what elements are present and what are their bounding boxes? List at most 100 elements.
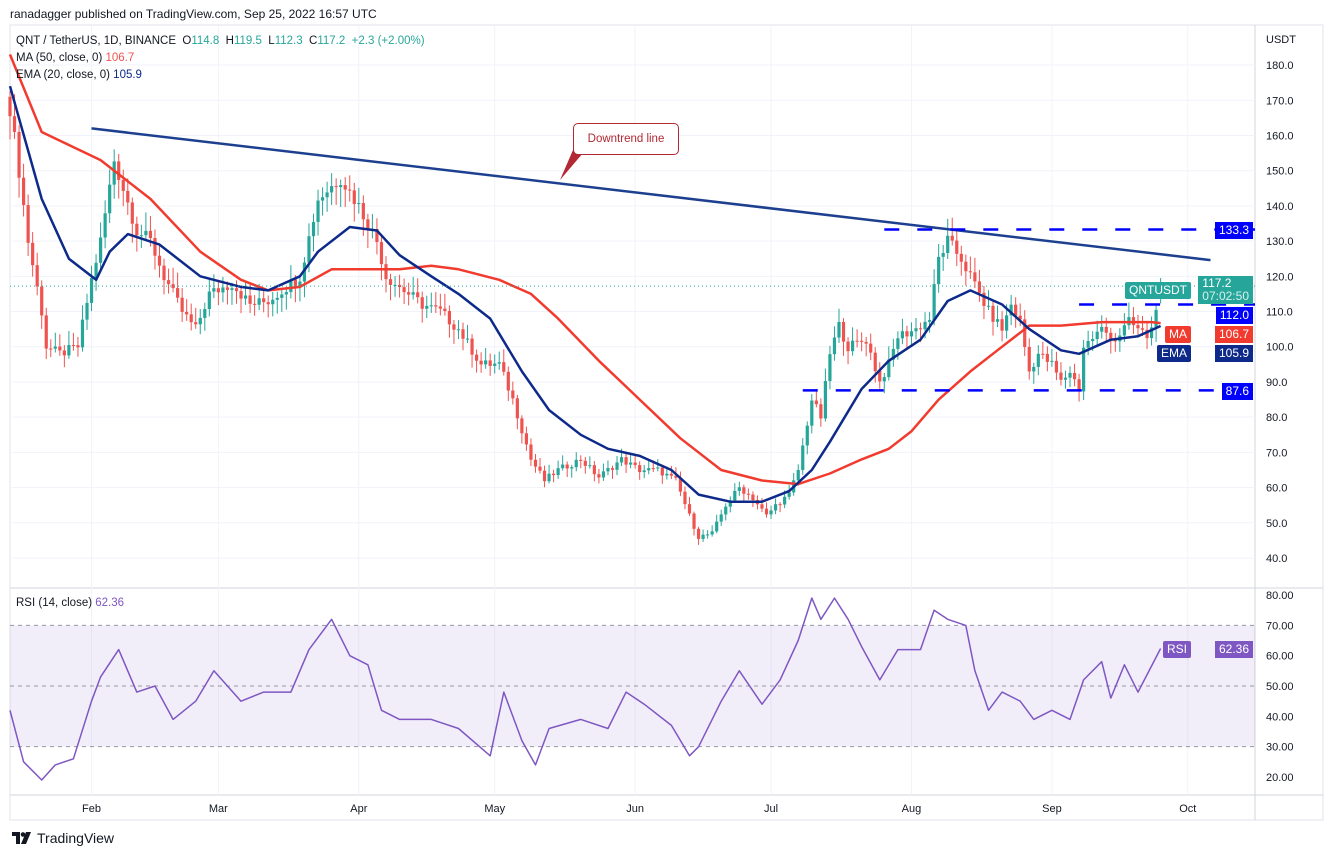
candle-body xyxy=(588,465,592,467)
downtrend-line xyxy=(91,127,1211,262)
candle-body xyxy=(1154,309,1158,328)
candle-body xyxy=(742,487,746,494)
candle-body xyxy=(62,350,66,356)
candle-body xyxy=(447,311,452,325)
rsi-legend-value: 62.36 xyxy=(95,597,125,609)
candle-body xyxy=(733,490,737,501)
candle-body xyxy=(923,321,927,330)
candle-body xyxy=(416,292,420,298)
downtrend-annotation[interactable]: Downtrend line xyxy=(573,123,679,155)
bar-countdown: 07:02:50 xyxy=(1202,289,1249,303)
candle-body xyxy=(719,514,723,522)
candle-body xyxy=(950,235,954,241)
candle-body xyxy=(583,460,587,466)
candle-body xyxy=(375,229,379,243)
candle-body xyxy=(1000,319,1004,331)
candle-body xyxy=(1018,315,1022,320)
candle-body xyxy=(850,340,855,352)
candle-body xyxy=(198,317,202,325)
ma-legend[interactable]: MA (50, close, 0) 106.7 xyxy=(16,52,134,64)
candle-body xyxy=(687,504,692,514)
candle-body xyxy=(869,343,873,353)
candle-body xyxy=(773,504,778,511)
tradingview-logo[interactable]: TradingView xyxy=(12,830,114,846)
candle-body xyxy=(40,286,44,316)
candle-body xyxy=(651,468,655,470)
candle-body xyxy=(570,467,574,469)
candle-body xyxy=(678,477,683,492)
rsi-tick-label: 80.00 xyxy=(1266,590,1294,602)
candle-body xyxy=(810,400,814,426)
open-value: 114.8 xyxy=(191,35,220,47)
change-value: +2.3 (+2.00%) xyxy=(351,35,425,47)
candle-body xyxy=(1041,353,1045,355)
rsi-legend[interactable]: RSI (14, close) 62.36 xyxy=(16,597,124,609)
candle-body xyxy=(474,354,479,361)
candle-body xyxy=(470,338,474,355)
candle-body xyxy=(873,352,877,372)
candle-body xyxy=(185,311,189,315)
ma-price-tag: 106.7 xyxy=(1214,326,1253,343)
candle-body xyxy=(542,470,547,482)
candle-body xyxy=(506,371,510,391)
candle-body xyxy=(397,284,402,288)
candle-body xyxy=(855,340,859,342)
candle-body xyxy=(17,131,21,178)
candle-body xyxy=(166,280,171,285)
candle-body xyxy=(887,359,891,378)
candle-body xyxy=(642,470,646,473)
close-label: C xyxy=(309,35,318,47)
candle-body xyxy=(243,295,248,299)
candle-body xyxy=(357,203,361,205)
candle-body xyxy=(977,281,982,293)
candle-body xyxy=(493,363,497,366)
ema20-line xyxy=(8,85,1162,503)
candle-body xyxy=(411,292,415,295)
candle-body xyxy=(683,491,687,505)
candle-body xyxy=(1140,328,1145,330)
candle-body xyxy=(253,303,257,305)
close-value: 117.2 xyxy=(317,35,346,47)
candle-body xyxy=(334,186,338,188)
candle-body xyxy=(841,321,846,342)
ma50-line xyxy=(8,54,1161,486)
time-tick-label: Aug xyxy=(902,803,922,815)
rsi-tick-label: 60.00 xyxy=(1266,651,1294,663)
candle-body xyxy=(914,328,918,332)
candle-body xyxy=(320,197,325,201)
candle-body xyxy=(452,324,456,330)
candle-body xyxy=(1032,366,1036,372)
candle-body xyxy=(348,189,352,191)
rsi-tick-label: 30.00 xyxy=(1266,742,1294,754)
price-tick-label: 40.0 xyxy=(1266,553,1287,565)
candle-body xyxy=(660,467,664,476)
candle-body xyxy=(1086,340,1090,348)
candle-body xyxy=(484,360,488,365)
candle-body xyxy=(443,308,447,312)
candle-body xyxy=(343,185,347,190)
candle-body xyxy=(986,305,991,307)
candle-body xyxy=(1095,331,1099,340)
candle-body xyxy=(638,465,642,473)
currency-label: USDT xyxy=(1266,34,1296,46)
candle-body xyxy=(130,202,134,224)
candle-body xyxy=(565,464,569,469)
candle-body xyxy=(99,237,103,263)
candle-body xyxy=(26,205,30,243)
ema-legend[interactable]: EMA (20, close, 0) 105.9 xyxy=(16,69,142,81)
price-tick-label: 120.0 xyxy=(1266,271,1294,283)
candle-body xyxy=(207,291,211,310)
price-tick-label: 110.0 xyxy=(1266,307,1293,319)
candle-body xyxy=(8,96,12,117)
price-tick-label: 170.0 xyxy=(1266,95,1294,107)
candle-body xyxy=(497,362,501,364)
candle-body xyxy=(103,213,107,238)
candle-body xyxy=(189,314,193,323)
candle-body xyxy=(669,473,673,476)
candle-body xyxy=(275,297,279,300)
candle-body xyxy=(1100,326,1104,332)
price-tick-label: 130.0 xyxy=(1266,236,1294,248)
candle-body xyxy=(49,348,53,350)
candle-body xyxy=(1027,346,1031,372)
